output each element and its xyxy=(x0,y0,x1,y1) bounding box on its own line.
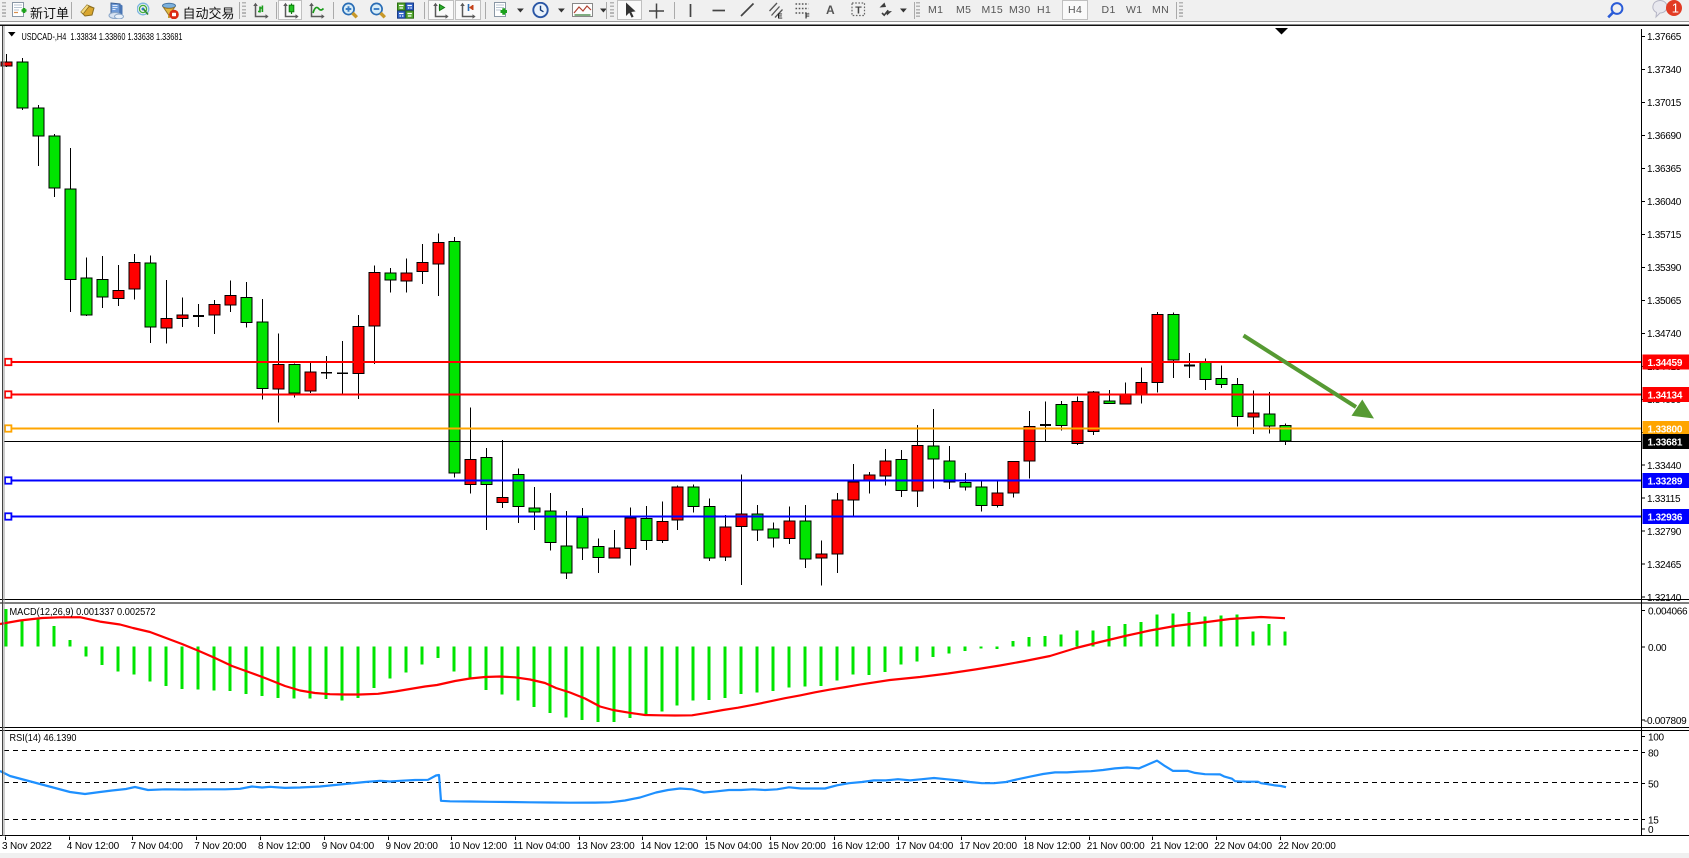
svg-text:14 Nov 12:00: 14 Nov 12:00 xyxy=(641,841,699,852)
svg-text:0.00: 0.00 xyxy=(1648,643,1667,654)
svg-text:21 Nov 12:00: 21 Nov 12:00 xyxy=(1151,841,1209,852)
svg-text:9 Nov 04:00: 9 Nov 04:00 xyxy=(322,841,375,852)
svg-text:15 Nov 20:00: 15 Nov 20:00 xyxy=(768,841,826,852)
svg-text:7 Nov 20:00: 7 Nov 20:00 xyxy=(194,841,247,852)
svg-text:T: T xyxy=(855,5,862,17)
svg-text:1.32790: 1.32790 xyxy=(1647,527,1682,538)
svg-text:1.35715: 1.35715 xyxy=(1647,230,1682,241)
svg-text:4 Nov 12:00: 4 Nov 12:00 xyxy=(67,841,120,852)
svg-text:E: E xyxy=(778,12,783,21)
svg-text:1.36690: 1.36690 xyxy=(1647,131,1682,142)
svg-text:0: 0 xyxy=(1648,825,1654,836)
svg-text:-0.007809: -0.007809 xyxy=(1644,716,1687,727)
svg-text:1.34740: 1.34740 xyxy=(1647,329,1682,340)
svg-text:22 Nov 20:00: 22 Nov 20:00 xyxy=(1278,841,1336,852)
svg-text:1.37665: 1.37665 xyxy=(1647,32,1682,43)
svg-text:1.33800: 1.33800 xyxy=(1648,424,1683,435)
svg-text:1.35390: 1.35390 xyxy=(1647,263,1682,274)
svg-text:RSI(14) 46.1390: RSI(14) 46.1390 xyxy=(10,733,77,744)
svg-text:1.34134: 1.34134 xyxy=(1648,390,1683,401)
svg-text:1.33681: 1.33681 xyxy=(1648,437,1683,448)
svg-text:1.33440: 1.33440 xyxy=(1647,461,1682,472)
svg-text:1.33289: 1.33289 xyxy=(1648,476,1683,487)
svg-text:USDCAD-,H4 1.33834 1.33860 1.: USDCAD-,H4 1.33834 1.33860 1.33638 1.336… xyxy=(22,32,183,43)
svg-text:8 Nov 12:00: 8 Nov 12:00 xyxy=(258,841,311,852)
svg-text:MACD(12,26,9) 0.001337 0.00257: MACD(12,26,9) 0.001337 0.002572 xyxy=(10,607,156,618)
svg-text:1.32465: 1.32465 xyxy=(1647,560,1682,571)
svg-text:18 Nov 12:00: 18 Nov 12:00 xyxy=(1023,841,1081,852)
svg-text:11 Nov 04:00: 11 Nov 04:00 xyxy=(513,841,571,852)
svg-text:1.35065: 1.35065 xyxy=(1647,296,1682,307)
svg-text:1: 1 xyxy=(1672,1,1679,16)
svg-text:1.36365: 1.36365 xyxy=(1647,164,1682,175)
svg-text:1.37015: 1.37015 xyxy=(1647,98,1682,109)
svg-text:15 Nov 04:00: 15 Nov 04:00 xyxy=(704,841,762,852)
svg-text:22 Nov 04:00: 22 Nov 04:00 xyxy=(1214,841,1272,852)
svg-text:17 Nov 20:00: 17 Nov 20:00 xyxy=(959,841,1017,852)
svg-text:100: 100 xyxy=(1648,733,1665,744)
svg-text:10 Nov 12:00: 10 Nov 12:00 xyxy=(449,841,507,852)
svg-text:21 Nov 00:00: 21 Nov 00:00 xyxy=(1087,841,1145,852)
svg-text:9 Nov 20:00: 9 Nov 20:00 xyxy=(386,841,439,852)
svg-text:13 Nov 23:00: 13 Nov 23:00 xyxy=(577,841,635,852)
svg-text:7 Nov 04:00: 7 Nov 04:00 xyxy=(131,841,184,852)
svg-text:0.004066: 0.004066 xyxy=(1648,607,1688,618)
svg-text:50: 50 xyxy=(1648,779,1659,790)
svg-text:1.33115: 1.33115 xyxy=(1647,494,1681,505)
svg-text:1.32140: 1.32140 xyxy=(1647,593,1682,604)
svg-text:1.36040: 1.36040 xyxy=(1647,197,1682,208)
svg-text:15: 15 xyxy=(1648,816,1659,827)
svg-text:1.32936: 1.32936 xyxy=(1648,512,1683,523)
svg-text:F: F xyxy=(805,12,810,21)
svg-text:16 Nov 12:00: 16 Nov 12:00 xyxy=(832,841,890,852)
svg-text:1.34459: 1.34459 xyxy=(1648,358,1683,369)
svg-text:80: 80 xyxy=(1648,749,1659,760)
svg-text:17 Nov 04:00: 17 Nov 04:00 xyxy=(896,841,954,852)
svg-text:3 Nov 2022: 3 Nov 2022 xyxy=(2,841,52,852)
svg-text:1.37340: 1.37340 xyxy=(1647,65,1682,76)
